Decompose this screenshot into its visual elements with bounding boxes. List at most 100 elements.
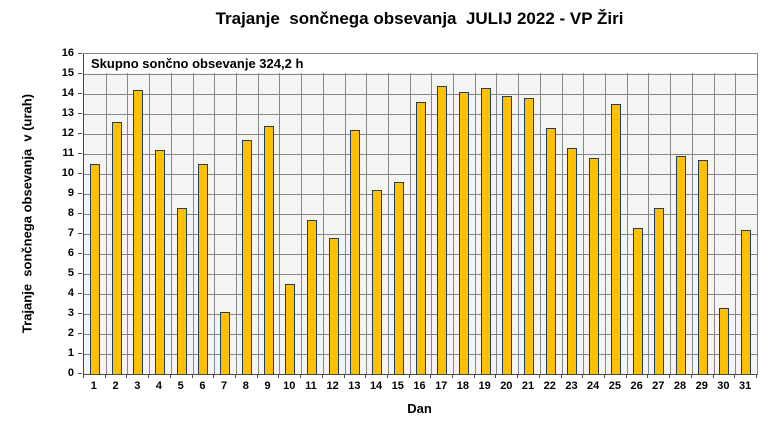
vertical-gridline (105, 54, 107, 374)
x-tick-label: 8 (242, 380, 249, 392)
vertical-gridline (605, 54, 607, 374)
x-tick-mark (560, 374, 562, 378)
y-tick-mark (78, 73, 82, 74)
x-tick-label: 20 (500, 380, 513, 392)
y-tick-label: 16 (61, 47, 74, 59)
bar-day-24 (589, 158, 600, 374)
bar-day-26 (632, 228, 643, 374)
y-tick-label: 5 (67, 267, 74, 279)
bar-day-4 (154, 150, 165, 374)
x-tick-label: 14 (369, 380, 383, 392)
x-tick-mark (452, 374, 454, 378)
y-tick-mark (78, 213, 82, 214)
bar-day-11 (306, 220, 317, 374)
x-tick-label: 26 (630, 380, 643, 392)
x-tick-mark (343, 374, 345, 378)
y-tick-label: 7 (67, 227, 74, 239)
vertical-gridline (626, 54, 628, 374)
vertical-gridline (127, 54, 129, 374)
x-tick-label: 25 (608, 380, 621, 392)
y-tick-mark (78, 313, 82, 314)
bar-day-9 (263, 126, 274, 374)
x-tick-mark (234, 374, 236, 378)
vertical-gridline (170, 54, 172, 374)
y-tick-mark (78, 193, 82, 194)
x-tick-mark (625, 374, 627, 378)
bar-day-22 (545, 128, 556, 374)
y-tick-label: 15 (61, 67, 74, 79)
vertical-gridline (214, 54, 216, 374)
y-tick-label: 13 (61, 107, 74, 119)
horizontal-gridline (84, 74, 757, 75)
x-tick-label: 11 (305, 380, 317, 392)
vertical-gridline (670, 54, 672, 374)
vertical-gridline (192, 54, 194, 374)
x-tick-mark (191, 374, 193, 378)
vertical-gridline (366, 54, 368, 374)
y-tick-label: 10 (61, 167, 74, 179)
x-tick-mark (473, 374, 475, 378)
x-tick-mark (278, 374, 280, 378)
y-tick-mark (78, 153, 82, 154)
vertical-gridline (539, 54, 541, 374)
vertical-gridline (344, 54, 346, 374)
x-tick-label: 10 (283, 380, 296, 392)
y-tick-label: 8 (67, 207, 74, 219)
x-axis-tick-labels: 1 2 3 4 5 6 7 8 9 10 11 12 13 14 15 16 17 18 19 20 21 22 23 24 2… (83, 380, 756, 394)
x-tick-mark (148, 374, 150, 378)
y-tick-mark (78, 293, 82, 294)
total-irradiation-annotation: Skupno sončno obsevanje 324,2 h (84, 54, 757, 73)
x-tick-mark (582, 374, 584, 378)
vertical-gridline (235, 54, 237, 374)
x-tick-mark (669, 374, 671, 378)
y-tick-label: 3 (67, 307, 74, 319)
vertical-gridline (257, 54, 259, 374)
x-tick-label: 21 (521, 380, 535, 392)
y-tick-mark (78, 233, 82, 234)
x-tick-label: 12 (326, 380, 339, 392)
x-tick-label: 1 (90, 380, 97, 392)
y-tick-mark (78, 113, 82, 114)
bar-day-6 (198, 164, 209, 374)
y-tick-mark (78, 93, 82, 94)
x-tick-label: 28 (673, 380, 687, 392)
x-tick-mark (604, 374, 606, 378)
x-tick-mark (647, 374, 649, 378)
x-tick-mark (517, 374, 519, 378)
plot-area: Skupno sončno obsevanje 324,2 h (83, 53, 758, 375)
vertical-gridline (713, 54, 715, 374)
chart-title: Trajanje sončnega obsevanja JULIJ 2022 -… (215, 9, 624, 28)
x-tick-mark (213, 374, 215, 378)
bar-day-25 (610, 104, 621, 374)
x-tick-label: 3 (134, 380, 141, 392)
vertical-gridline (648, 54, 650, 374)
bar-day-8 (241, 140, 252, 374)
bar-day-19 (480, 88, 491, 374)
y-tick-label: 0 (67, 367, 74, 379)
x-tick-label: 17 (435, 380, 448, 392)
vertical-gridline (735, 54, 737, 374)
bar-day-12 (328, 238, 339, 374)
x-tick-mark (712, 374, 714, 378)
x-tick-mark (430, 374, 432, 378)
x-tick-label: 15 (391, 380, 404, 392)
horizontal-gridline (84, 94, 757, 95)
x-tick-mark (126, 374, 128, 378)
y-tick-label: 6 (67, 247, 74, 259)
bar-day-10 (285, 284, 296, 374)
x-tick-mark (690, 374, 692, 378)
bar-day-20 (502, 96, 513, 374)
vertical-gridline (496, 54, 498, 374)
bar-day-21 (524, 98, 535, 374)
y-tick-label: 9 (67, 187, 74, 199)
vertical-gridline (583, 54, 585, 374)
x-tick-label: 27 (652, 380, 665, 392)
x-tick-label: 31 (739, 380, 752, 392)
x-tick-label: 9 (264, 380, 271, 392)
x-tick-label: 30 (717, 380, 730, 392)
x-tick-label: 6 (199, 380, 206, 392)
vertical-gridline (279, 54, 281, 374)
x-tick-label: 13 (348, 380, 361, 392)
bar-day-31 (741, 230, 752, 374)
